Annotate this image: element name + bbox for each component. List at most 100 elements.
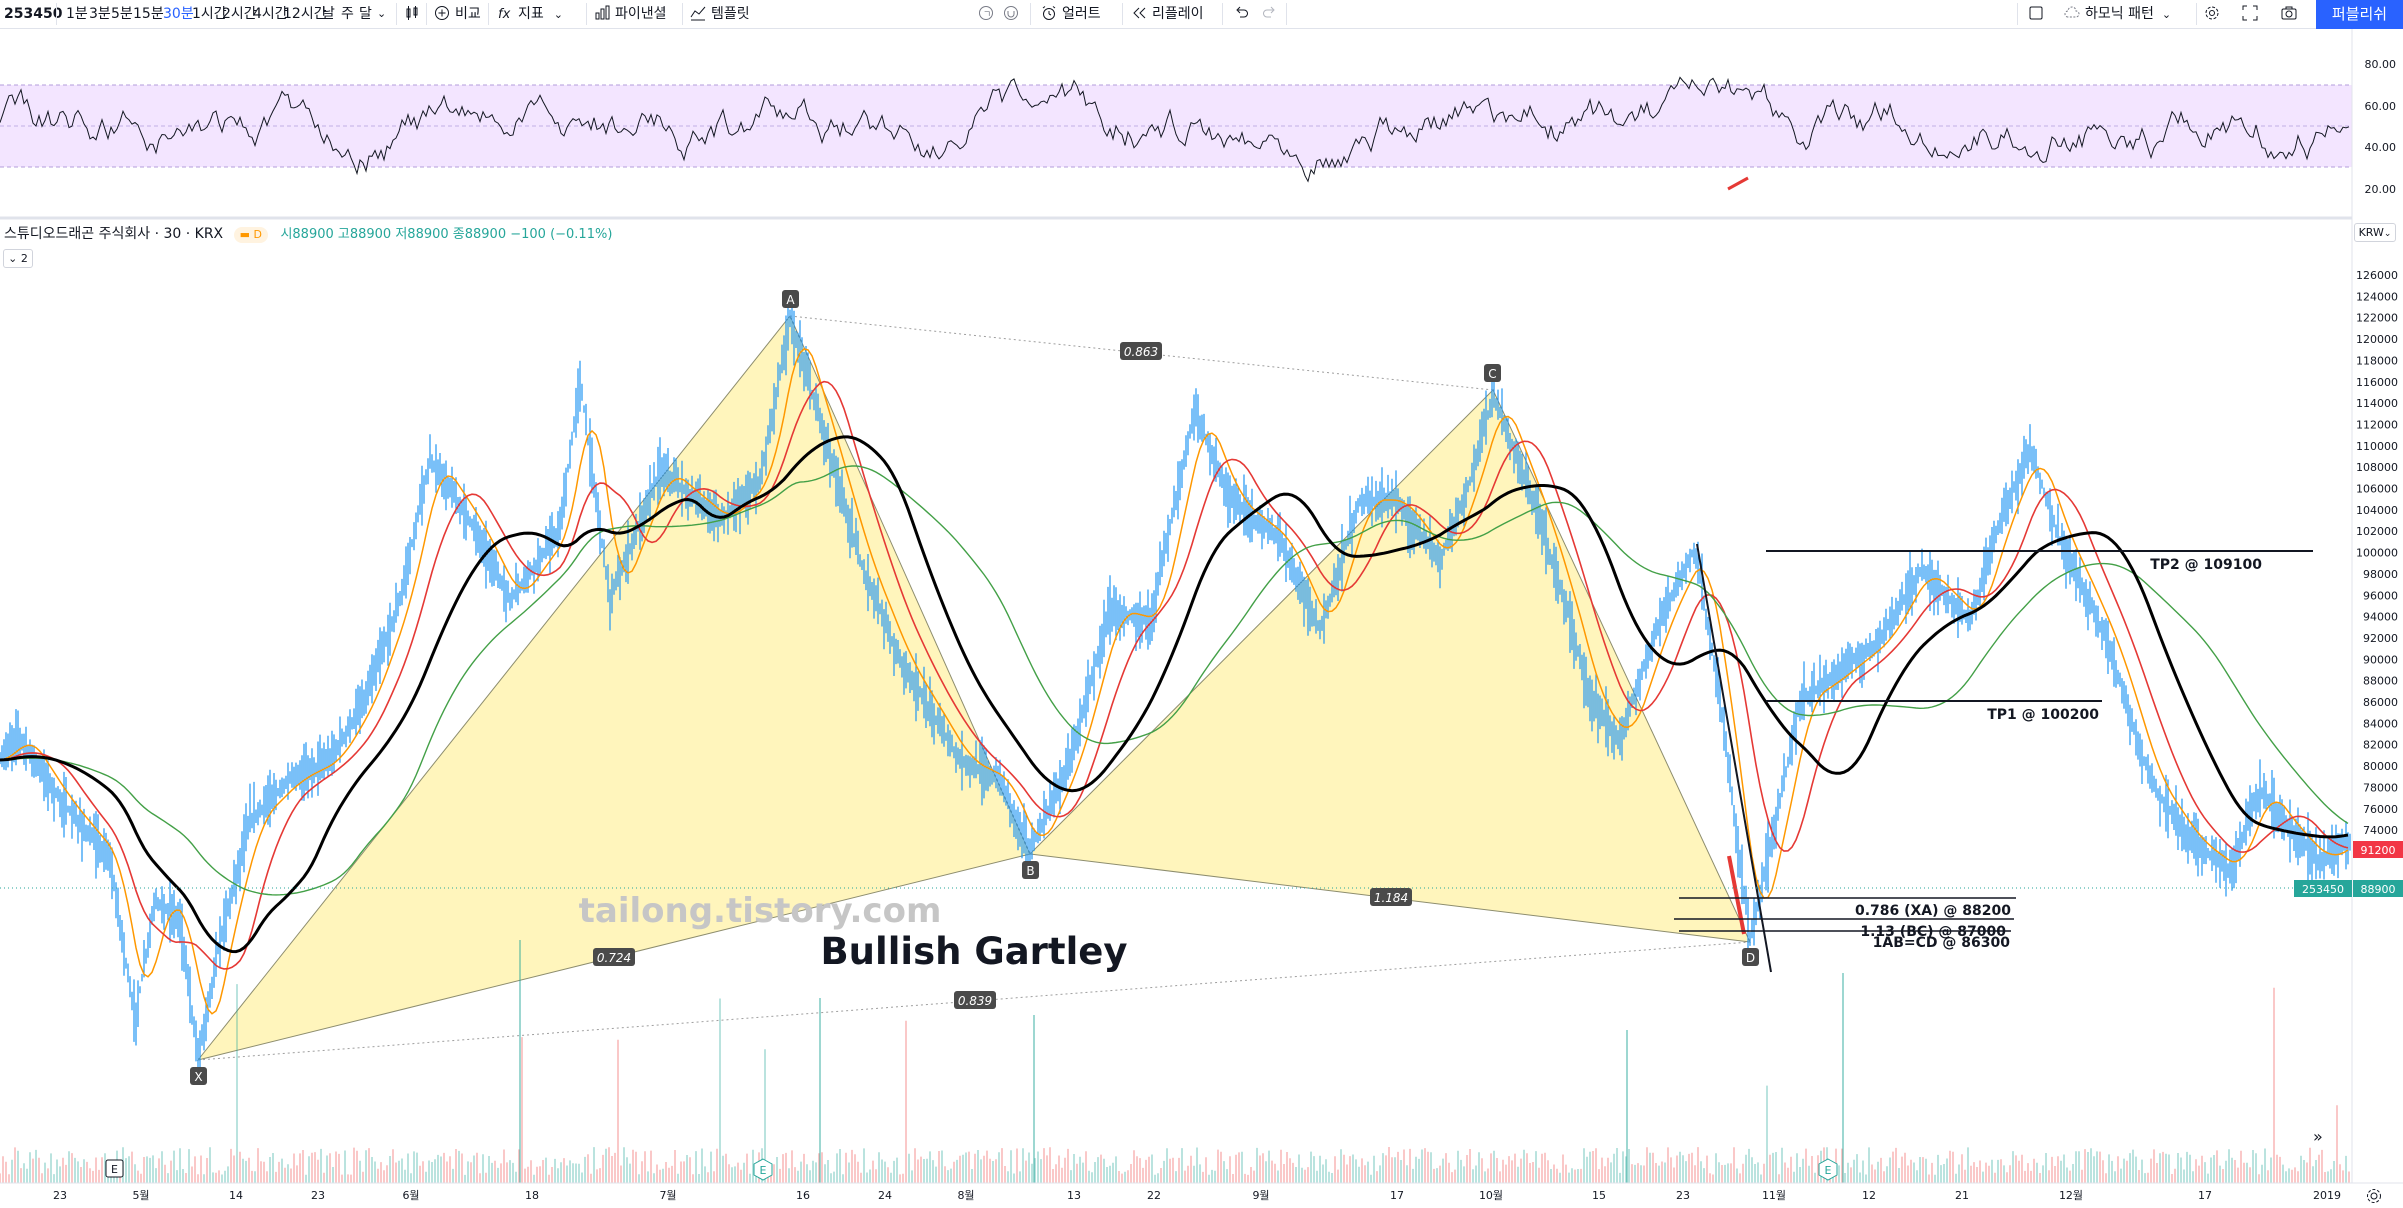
ma-fast-line [0, 348, 2349, 1015]
time-tick-label: 18 [525, 1189, 539, 1202]
price-pane[interactable] [0, 299, 2352, 1184]
interval-dropdown-chevron-icon[interactable]: ⌄ [377, 7, 387, 20]
currency-selector[interactable]: KRW⌄ [2354, 223, 2396, 242]
alert-button[interactable]: 얼러트 [1041, 0, 1101, 28]
interval-week[interactable]: 주 [341, 6, 354, 22]
svg-text:fx: fx [498, 7, 511, 21]
divider [396, 3, 397, 25]
divider [1286, 3, 1287, 25]
point-label-a[interactable]: A [782, 290, 799, 308]
time-tick-label: 8월 [957, 1189, 974, 1202]
indicators-button[interactable]: fx 지표 ⌄ [497, 0, 563, 28]
price-tick-label: 74000 [2363, 824, 2398, 837]
svg-text:X: X [194, 1070, 202, 1084]
ratio-badge-ac[interactable]: 0.863 [1120, 342, 1162, 360]
price-tick-label: 82000 [2363, 739, 2398, 752]
template-icon [690, 6, 706, 21]
chart-canvas[interactable]: tailong.tistory.com Bullish Gartley TP2 … [0, 29, 2403, 1208]
templates-button[interactable]: 템플릿 [690, 0, 750, 28]
price-tick-label: 104000 [2356, 504, 2398, 517]
interval-15m[interactable]: 15분 [133, 6, 164, 22]
fullscreen-icon[interactable] [2242, 0, 2263, 28]
interval-month[interactable]: 달 [359, 6, 372, 22]
bar-chart-icon [595, 5, 610, 20]
redo-icon[interactable] [1262, 0, 1283, 28]
price-tick-label: 106000 [2356, 483, 2398, 496]
interval-12h[interactable]: 12시간 [283, 6, 327, 22]
compare-button[interactable]: 비교 [434, 0, 481, 28]
price-tick-label: 120000 [2356, 333, 2398, 346]
rsi-tick-label: 80.00 [2365, 58, 2397, 71]
ratio-badge-xd[interactable]: 0.839 [954, 991, 996, 1009]
trend-line[interactable] [1696, 543, 1772, 973]
settings-gear-icon[interactable] [2204, 0, 2225, 28]
templates-label: 템플릿 [711, 6, 750, 22]
earnings-event-marker-2[interactable]: E [753, 1158, 773, 1181]
function-icon: fx [498, 7, 511, 21]
time-tick-label: 13 [1067, 1189, 1081, 1202]
harmonic-pattern-button[interactable]: 하모닉 패턴 ⌄ [2064, 0, 2171, 28]
symbol-search[interactable]: 253450 [4, 6, 63, 22]
tp1-label: TP1 @ 100200 [1987, 707, 2099, 723]
svg-text:0.863: 0.863 [1124, 345, 1158, 359]
pattern-title: Bullish Gartley [820, 930, 1127, 973]
time-tick-label: 23 [53, 1189, 67, 1202]
interval-1m[interactable]: 1분 [66, 6, 88, 22]
point-label-x[interactable]: X [190, 1067, 207, 1085]
price-candles [0, 299, 2351, 1075]
time-tick-label: 22 [1147, 1189, 1161, 1202]
svg-text:E: E [760, 1164, 767, 1177]
earnings-event-marker-3[interactable]: E [1818, 1158, 1838, 1181]
symbol-legend[interactable]: 스튜디오드래곤 주식회사 · 30 · KRX ▬ D 시88900 고8890… [4, 223, 612, 243]
interval-1h[interactable]: 1시간 [192, 6, 227, 22]
interval-3m[interactable]: 3분 [89, 6, 111, 22]
svg-text:D: D [1746, 951, 1755, 965]
interval-2h[interactable]: 2시간 [222, 6, 257, 22]
divider [1222, 3, 1223, 25]
axis-settings-gear-icon[interactable] [2367, 1189, 2381, 1203]
scroll-to-realtime-icon[interactable]: » [2313, 1127, 2323, 1146]
svg-text:91200: 91200 [2361, 844, 2396, 857]
layout-square-icon[interactable] [2028, 0, 2049, 28]
drawing-tool-icon[interactable]: ㄱ [978, 0, 999, 28]
time-tick-label: 9월 [1252, 1189, 1269, 1202]
divider [1122, 3, 1123, 25]
ratio-badge-bd[interactable]: 1.184 [1370, 888, 1412, 906]
interval-day[interactable]: 날 [322, 6, 335, 22]
data-delay-badge: ▬ D [233, 227, 268, 243]
svg-text:88900: 88900 [2361, 883, 2396, 896]
magnet-icon[interactable] [1003, 0, 1024, 28]
point-label-c[interactable]: C [1484, 364, 1501, 382]
interval-5m[interactable]: 5분 [111, 6, 133, 22]
time-axis[interactable]: 23 5월 14 23 6월 18 7월 16 24 8월 13 22 9월 17 10월 15 23 11월 12… [53, 1189, 2341, 1202]
chart-area[interactable]: tailong.tistory.com Bullish Gartley TP2 … [0, 29, 2403, 1208]
price-tick-label: 98000 [2363, 568, 2398, 581]
earnings-event-marker-1[interactable]: E [105, 1159, 124, 1178]
plus-circle-icon [435, 6, 449, 20]
publish-button[interactable]: 퍼블리쉬 [2316, 0, 2403, 29]
svg-text:E: E [1825, 1164, 1832, 1177]
point-label-d[interactable]: D [1742, 948, 1759, 966]
rsi-pane[interactable] [0, 76, 2352, 191]
legend-collapse-button[interactable]: ⌄ 2 [3, 249, 33, 268]
camera-icon[interactable] [2281, 0, 2302, 28]
price-tick-label: 110000 [2356, 440, 2398, 453]
price-axis[interactable] [2351, 29, 2403, 1183]
chart-style-candles-icon[interactable] [404, 0, 425, 28]
price-tick-label: 92000 [2363, 632, 2398, 645]
ma-mid-line [0, 380, 2349, 970]
level-abcd-label: 1AB=CD @ 86300 [1873, 935, 2011, 951]
replay-button[interactable]: 리플레이 [1131, 0, 1204, 28]
divider [488, 3, 489, 25]
interval-30m[interactable]: 30분 [163, 6, 194, 22]
undo-icon[interactable] [1233, 0, 1254, 28]
volume-up-bars [11, 984, 2347, 1183]
financials-button[interactable]: 파이낸셜 [594, 0, 667, 28]
interval-4h[interactable]: 4시간 [253, 6, 288, 22]
price-tick-label: 96000 [2363, 589, 2398, 602]
symbol-price-badge: 253450 [2294, 880, 2352, 897]
price-tick-label: 94000 [2363, 611, 2398, 624]
price-tick-label: 90000 [2363, 653, 2398, 666]
ratio-badge-xb[interactable]: 0.724 [593, 948, 635, 966]
point-label-b[interactable]: B [1022, 861, 1039, 879]
